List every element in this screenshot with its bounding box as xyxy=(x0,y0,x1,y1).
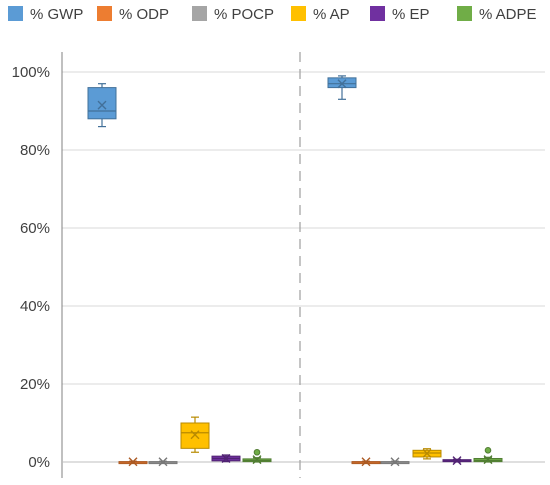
legend-swatch-1 xyxy=(97,6,112,21)
y-tick-label-1: 20% xyxy=(20,376,50,393)
legend-swatch-5 xyxy=(457,6,472,21)
outlier-0 xyxy=(484,447,492,454)
y-tick-label-5: 100% xyxy=(12,64,50,81)
box-g1-5 xyxy=(473,447,503,465)
mean-marker xyxy=(361,457,371,467)
box-g0-4 xyxy=(211,453,241,463)
mean-marker xyxy=(158,457,168,467)
box-g1-4 xyxy=(442,456,472,466)
mean-marker xyxy=(422,448,432,458)
legend-label-5: % ADPE xyxy=(479,6,537,23)
box-g1-3 xyxy=(412,448,442,460)
legend-swatch-4 xyxy=(370,6,385,21)
legend-label-3: % AP xyxy=(313,6,350,23)
boxes xyxy=(87,75,503,467)
y-tick-label-4: 80% xyxy=(20,142,50,159)
y-tick-label-2: 40% xyxy=(20,298,50,315)
legend-label-4: % EP xyxy=(392,6,430,23)
mean-marker xyxy=(97,100,107,110)
box-g1-0 xyxy=(327,75,357,100)
box-g0-5 xyxy=(242,448,272,465)
legend-swatch-2 xyxy=(192,6,207,21)
box-g1-2 xyxy=(380,457,410,467)
outlier-0 xyxy=(253,448,261,456)
y-axis-ticks: 0% 20% 40% 60% 80% 100% xyxy=(12,64,50,471)
y-tick-label-0: 0% xyxy=(28,454,50,471)
legend-label-1: % ODP xyxy=(119,6,169,23)
mean-marker xyxy=(483,455,493,465)
box-g0-1 xyxy=(118,457,148,467)
box-g0-0 xyxy=(87,83,117,128)
box-g0-3 xyxy=(180,416,210,453)
gridlines xyxy=(62,71,545,385)
mean-marker xyxy=(221,453,231,463)
y-tick-label-3: 60% xyxy=(20,220,50,237)
box-body xyxy=(87,87,117,120)
mean-marker xyxy=(128,457,138,467)
legend-swatch-0 xyxy=(8,6,23,21)
mean-marker xyxy=(452,456,462,466)
mean-marker xyxy=(190,430,200,440)
legend-label-2: % POCP xyxy=(214,6,274,23)
mean-marker xyxy=(252,455,262,465)
mean-marker xyxy=(337,79,347,89)
axes xyxy=(61,52,545,478)
box-g1-1 xyxy=(351,457,381,467)
legend: % GWP % ODP % POCP % AP % EP % ADPE xyxy=(8,6,537,23)
legend-swatch-3 xyxy=(291,6,306,21)
mean-marker xyxy=(390,457,400,467)
box-g0-2 xyxy=(148,457,178,467)
legend-label-0: % GWP xyxy=(30,6,83,23)
